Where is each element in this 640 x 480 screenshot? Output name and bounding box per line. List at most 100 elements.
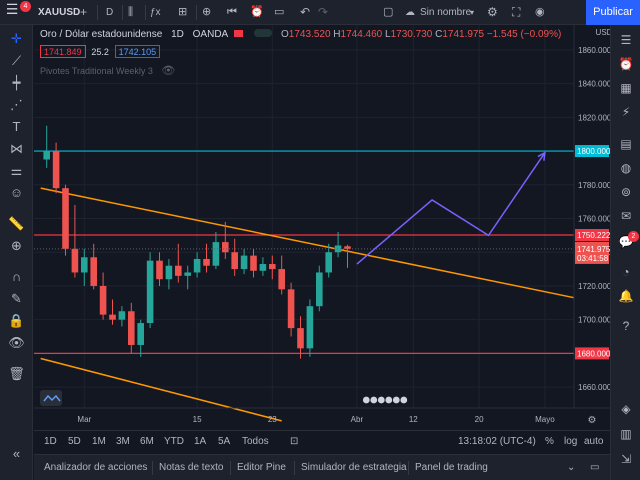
snapshot-icon[interactable]: ▭ — [274, 6, 285, 18]
order-panel-icon[interactable]: ▥ — [620, 427, 632, 441]
stay-drawing-icon[interactable]: ✎ — [11, 291, 22, 306]
notes-icon[interactable]: ✉ — [620, 209, 632, 223]
trendline-tool-icon[interactable]: ⟋ — [11, 53, 22, 68]
hotlist-icon[interactable]: ⚡ — [621, 105, 631, 119]
legend-toggle-icon[interactable] — [254, 29, 273, 37]
lock-icon[interactable]: 🔒 — [8, 313, 25, 328]
legend-symbol-title[interactable]: Oro / Dólar estadounidense — [40, 29, 163, 40]
symbol-search[interactable]: XAUUSD — [38, 7, 81, 18]
timeframe-button[interactable]: 1M — [92, 436, 106, 447]
alert-icon[interactable]: ⊕ — [202, 6, 212, 18]
replay-icon[interactable]: ⏮ — [227, 6, 237, 18]
cloud-icon: ☁ — [405, 7, 415, 18]
pattern-tool-icon[interactable]: ⋰ — [10, 97, 23, 112]
emoji-icon[interactable]: ☺ — [9, 185, 24, 200]
legend-bid-ask: 1741.849 25.2 1742.105 — [40, 45, 161, 58]
bell-icon[interactable]: 🔔 — [618, 289, 634, 303]
percent-toggle[interactable]: % — [545, 436, 554, 447]
timeframe-button[interactable]: 1A — [194, 436, 207, 447]
publish-button[interactable]: Publicar — [586, 0, 640, 25]
prediction-tool-icon[interactable]: ⚌ — [10, 163, 23, 178]
timeframe-button[interactable]: 1D — [44, 436, 57, 447]
chart-style-icon[interactable]: ⫼ — [128, 6, 134, 18]
timeframe-button[interactable]: YTD — [164, 436, 184, 447]
candle-body — [325, 252, 332, 273]
legend-interval: 1D — [171, 29, 184, 40]
indicators-icon[interactable]: ƒx — [150, 7, 161, 18]
panel-tab[interactable]: Notas de texto — [159, 462, 224, 473]
layout-name[interactable]: Sin nombre — [420, 7, 472, 18]
compare-plus-icon[interactable]: + — [80, 5, 88, 19]
candle-body — [306, 306, 314, 349]
redo-icon[interactable]: ↷ — [318, 5, 329, 19]
crosshair-icon[interactable]: ✛ — [11, 31, 22, 46]
timeframe-button[interactable]: Todos — [242, 436, 269, 447]
panel-tab[interactable]: Simulador de estrategia — [301, 462, 407, 473]
bottom-panel-bar: Analizador de acciones Notas de texto Edit… — [34, 454, 610, 480]
templates-icon[interactable]: ⊞ — [178, 6, 188, 18]
settings-gear-icon[interactable]: ⚙ — [487, 5, 498, 19]
ask-price[interactable]: 1742.105 — [114, 45, 161, 58]
camera-icon[interactable]: ◉ — [535, 6, 545, 18]
candle-body — [156, 260, 163, 280]
market-status-icon — [234, 30, 244, 37]
horizontal-line-tool-icon[interactable]: ┿ — [12, 75, 21, 90]
interval-selector[interactable]: D — [106, 7, 114, 18]
layers-icon[interactable]: ◈ — [621, 402, 631, 416]
bid-price[interactable]: 1741.849 — [40, 45, 86, 58]
ideas-icon[interactable]: ◍ — [620, 161, 632, 175]
price-level-label: 1680.000 — [577, 349, 610, 358]
help-icon[interactable]: ? — [622, 319, 630, 333]
calendar-icon[interactable]: ▤ — [620, 137, 632, 151]
alerts-clock-icon[interactable]: ⏰ — [618, 57, 634, 71]
candle-body — [175, 265, 182, 276]
text-tool-icon[interactable]: T — [12, 119, 21, 134]
legend-main: Oro / Dólar estadounidense 1D OANDA O174… — [40, 29, 561, 40]
panel-tab[interactable]: Editor Pine — [237, 462, 286, 473]
timeframe-button[interactable]: 5A — [218, 436, 231, 447]
timeframe-button[interactable]: 3M — [116, 436, 130, 447]
watchlist-icon[interactable]: ☰ — [620, 33, 632, 47]
eye-icon[interactable]: 👁 — [8, 335, 25, 350]
price-chart-svg[interactable]: USD 1860.000 1840.000 1820.000 1800.000 1780.… — [34, 25, 610, 430]
fullscreen-panel-icon[interactable]: ⇲ — [620, 452, 632, 466]
panel-tab[interactable]: Analizador de acciones — [44, 462, 148, 473]
event-marker-icon — [377, 396, 385, 404]
timeframe-button[interactable]: 5D — [68, 436, 81, 447]
trash-icon[interactable]: 🗑 — [8, 366, 25, 381]
layout-icon[interactable]: ▢ — [383, 6, 394, 18]
candle-body — [118, 311, 126, 320]
menu-icon[interactable]: ☰ — [5, 1, 19, 17]
goto-date-icon[interactable]: ⊡ — [290, 436, 299, 447]
timeframe-button[interactable]: 6M — [140, 436, 154, 447]
price-tick-label: 1780.000 — [578, 181, 610, 190]
data-window-icon[interactable]: ▦ — [620, 81, 632, 95]
fib-tool-icon[interactable]: ⋈ — [10, 141, 23, 156]
fullscreen-icon[interactable]: ⛶ — [512, 5, 521, 19]
time-axis-label: 23 — [268, 415, 277, 424]
candle-body — [193, 258, 201, 273]
maximize-panel-icon[interactable]: ▭ — [590, 462, 600, 473]
auto-toggle[interactable]: auto — [584, 436, 604, 447]
indicator-name[interactable]: Pivotes Traditional Weekly 3 — [40, 66, 153, 76]
candle-body — [334, 245, 342, 253]
collapse-icon[interactable]: « — [12, 446, 21, 461]
candle-body — [222, 242, 229, 253]
chevron-down-icon[interactable]: ▾ — [470, 8, 475, 17]
ruler-icon[interactable]: 📏 — [8, 216, 25, 231]
streams-icon[interactable]: ⊚ — [620, 185, 632, 199]
collapse-panel-icon[interactable]: ⌄ — [567, 462, 576, 473]
price-tick-label: 1760.000 — [578, 215, 610, 224]
log-toggle[interactable]: log — [564, 436, 578, 447]
status-clock: 13:18:02 (UTC-4) — [458, 436, 536, 447]
candle-body — [184, 272, 191, 276]
magnet-icon[interactable]: ∩ — [11, 269, 22, 284]
eye-visibility-icon[interactable]: 👁 — [161, 65, 176, 77]
alarm-clock-icon[interactable]: ⏰ — [250, 6, 264, 18]
panel-tab[interactable]: Panel de trading — [415, 462, 488, 473]
undo-icon[interactable]: ↶ — [300, 5, 311, 19]
price-level-tag — [575, 347, 609, 360]
zoom-in-icon[interactable]: ⊕ — [11, 238, 22, 253]
chart-pane[interactable]: USD 1860.000 1840.000 1820.000 1800.000 1780.… — [34, 25, 610, 430]
screener-icon[interactable]: ◔ — [622, 265, 630, 279]
